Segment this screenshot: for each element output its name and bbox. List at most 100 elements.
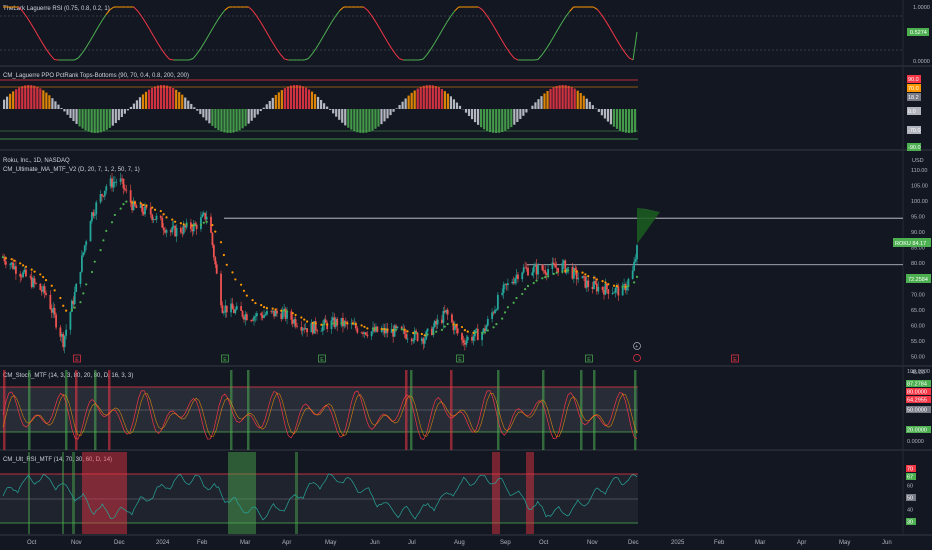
rsi-segment: [569, 6, 574, 12]
rsi-segment: [557, 22, 563, 30]
candle-body: [72, 300, 75, 305]
ma-dot: [595, 278, 598, 281]
ppo-bar: [510, 109, 513, 128]
earnings-label-1: E: [223, 357, 227, 363]
rsi-segment: [541, 49, 547, 56]
earnings-marker-2: [318, 354, 326, 363]
ppo-bar: [69, 109, 72, 119]
ma-dot: [455, 323, 458, 326]
add-icon[interactable]: [633, 342, 641, 350]
rsi-segment: [196, 47, 202, 54]
ppo-bar: [440, 89, 443, 109]
ppo-bar: [108, 109, 111, 128]
candle-body: [581, 276, 584, 279]
split-icon[interactable]: [633, 354, 641, 362]
ppo-bar: [365, 109, 368, 133]
candle-body: [616, 286, 618, 288]
candle-body: [385, 328, 387, 334]
candle-body: [29, 276, 32, 278]
ult-signal-band-4: [228, 452, 256, 534]
candle-body: [79, 271, 82, 284]
ppo-bar: [211, 109, 214, 126]
ppo-bar: [335, 109, 338, 117]
candle-body: [154, 219, 156, 221]
ppo-bar: [250, 109, 253, 121]
candle-body: [633, 261, 636, 271]
ppo-bar: [286, 86, 289, 109]
ma-dot: [371, 327, 375, 330]
candle-body: [192, 223, 195, 232]
candle-body: [111, 178, 113, 188]
ppo-bar: [190, 103, 193, 109]
candle-body: [517, 274, 519, 280]
rsi-segment: [169, 58, 174, 61]
ppo-bar: [238, 109, 241, 131]
ppo-bar: [582, 95, 585, 109]
candle-body: [244, 314, 247, 320]
candle-body: [342, 317, 344, 327]
ma-dot: [621, 285, 624, 288]
ppo-bar: [458, 105, 462, 109]
candle-body: [59, 327, 62, 337]
ppo-bar: [202, 109, 205, 118]
ma-dot: [211, 223, 214, 227]
candle-body: [333, 317, 336, 327]
candle-body: [300, 327, 303, 331]
candle-body: [491, 312, 494, 319]
candle-body: [405, 333, 407, 339]
candle-body: [591, 286, 594, 289]
ma-dot: [544, 276, 547, 279]
price-tick-12: 50.00: [911, 354, 925, 360]
candle-body: [274, 310, 277, 317]
candle-body: [562, 260, 565, 264]
candle-body: [22, 272, 24, 278]
ma-dot: [171, 218, 174, 221]
candle-body: [330, 320, 333, 330]
rsi-segment: [593, 6, 598, 10]
candle-body: [304, 328, 307, 330]
rsi-segment: [446, 15, 452, 23]
ppo-bar: [244, 109, 247, 127]
candle-body: [373, 327, 376, 332]
price-tick-4: 90.00: [911, 230, 925, 236]
ppo-bar: [3, 99, 6, 109]
rsi-segment: [386, 41, 392, 49]
ppo-bar: [226, 109, 229, 133]
candle-body: [191, 229, 194, 232]
candle-body: [85, 241, 88, 246]
rsi-segment: [212, 20, 218, 29]
candle-body: [266, 310, 268, 315]
ppo-bar: [546, 90, 549, 109]
ppo-bar: [33, 85, 36, 109]
rsi-segment: [145, 22, 151, 30]
ppo-bar: [51, 98, 54, 109]
candle-body: [511, 281, 514, 284]
ppo-bar: [78, 109, 81, 127]
ppo-bar: [495, 109, 498, 133]
stoch-tag-bg-4: [906, 426, 931, 433]
candle-body: [435, 320, 438, 325]
ppo-tag-3: 0.0: [908, 109, 916, 115]
rsi-segment: [141, 16, 147, 23]
ppo-bar: [45, 92, 48, 109]
candle-body: [63, 335, 66, 348]
candle-body: [554, 264, 557, 268]
ma-dot: [19, 262, 22, 265]
rsi-segment: [616, 40, 622, 48]
ult-signal-band-0: [28, 452, 30, 534]
ma-dot: [587, 274, 590, 278]
ppo-bar: [516, 109, 519, 122]
candle-body: [524, 267, 527, 269]
candle-body: [294, 319, 297, 327]
rsi-segment: [454, 6, 460, 12]
earnings-label-2: E: [320, 357, 324, 363]
candle-body: [605, 283, 608, 290]
candle-body: [70, 300, 73, 312]
candle-body: [141, 204, 144, 212]
candle-body: [634, 259, 637, 262]
ma-dot: [73, 306, 76, 309]
ppo-bar: [356, 109, 359, 133]
ma-dot: [21, 264, 25, 267]
